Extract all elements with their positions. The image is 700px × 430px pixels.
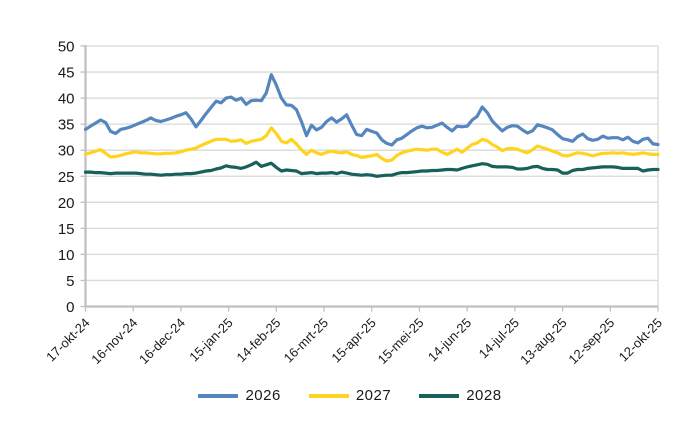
x-tick-label: 14-jun-25 bbox=[425, 315, 474, 364]
chart-legend: 2026 2027 2028 bbox=[0, 387, 700, 404]
x-tick-label: 15-jan-25 bbox=[186, 315, 235, 364]
x-tick-label: 14-jul-25 bbox=[476, 315, 522, 361]
x-tick-label: 16-mrt-25 bbox=[281, 315, 331, 365]
legend-label-2026: 2026 bbox=[245, 387, 281, 404]
legend-line-swatch-2026 bbox=[198, 393, 239, 398]
x-tick-label: 13-aug-25 bbox=[517, 315, 570, 368]
y-tick-label: 0 bbox=[66, 299, 74, 316]
y-tick-label: 50 bbox=[58, 39, 75, 56]
x-tick-label: 17-okt-24 bbox=[43, 315, 92, 364]
y-tick-label: 10 bbox=[58, 247, 75, 264]
series-line-2028 bbox=[83, 160, 660, 178]
legend-label-2028: 2028 bbox=[466, 387, 502, 404]
y-tick-label: 15 bbox=[58, 221, 75, 238]
legend-item-2027: 2027 bbox=[308, 387, 392, 404]
x-tick-label: 16-nov-24 bbox=[88, 315, 140, 367]
x-tick-label: 14-feb-25 bbox=[233, 315, 283, 365]
legend-line-swatch-2028 bbox=[419, 393, 460, 398]
y-tick-label: 20 bbox=[58, 195, 75, 212]
series-line-2027 bbox=[83, 126, 660, 163]
y-tick-label: 25 bbox=[58, 169, 75, 186]
series-line-2026 bbox=[83, 73, 660, 147]
y-tick-label: 35 bbox=[58, 117, 75, 134]
x-tick-label: 15-mei-25 bbox=[375, 315, 427, 367]
x-tick-label: 15-apr-25 bbox=[328, 315, 378, 365]
y-tick-label: 30 bbox=[58, 143, 75, 160]
legend-label-2027: 2027 bbox=[355, 387, 392, 404]
y-tick-label: 45 bbox=[58, 65, 75, 82]
x-tick-label: 12-okt-25 bbox=[616, 315, 665, 364]
legend-item-2026: 2026 bbox=[198, 387, 280, 404]
x-tick-label: 16-dec-24 bbox=[136, 315, 188, 367]
legend-item-2028: 2028 bbox=[419, 387, 501, 404]
y-tick-label: 40 bbox=[58, 91, 75, 108]
x-tick-label: 12-sep-25 bbox=[565, 315, 617, 367]
legend-line-swatch-2027 bbox=[308, 393, 349, 398]
y-tick-label: 5 bbox=[66, 273, 74, 290]
